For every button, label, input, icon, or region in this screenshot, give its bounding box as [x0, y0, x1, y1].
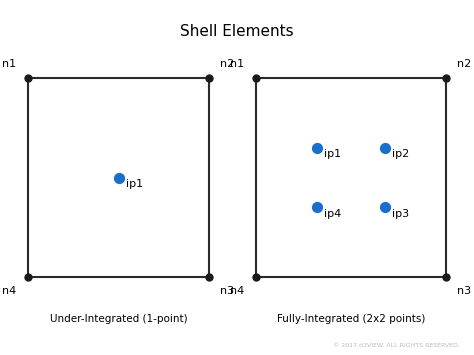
Text: n1: n1 [230, 59, 244, 69]
Point [115, 175, 122, 180]
Text: n3: n3 [220, 286, 235, 296]
Point [381, 204, 389, 210]
Text: Shell Elements: Shell Elements [180, 24, 294, 39]
Text: Fully-Integrated (2x2 points): Fully-Integrated (2x2 points) [276, 315, 425, 324]
Text: n2: n2 [220, 59, 235, 69]
Point [313, 204, 320, 210]
Text: n3: n3 [457, 286, 472, 296]
Text: n2: n2 [457, 59, 472, 69]
Text: n4: n4 [2, 286, 17, 296]
Text: ip4: ip4 [324, 209, 341, 219]
Point [313, 145, 320, 151]
Bar [28, 78, 209, 277]
Text: ip3: ip3 [392, 209, 409, 219]
Text: n1: n1 [2, 59, 17, 69]
Text: n4: n4 [230, 286, 244, 296]
Text: ip1: ip1 [126, 179, 143, 189]
Point [381, 145, 389, 151]
Text: © 2017 d3VIEW. ALL RIGHTS RESERVED.: © 2017 d3VIEW. ALL RIGHTS RESERVED. [333, 343, 460, 348]
Bar [256, 78, 446, 277]
Text: Under-Integrated (1-point): Under-Integrated (1-point) [50, 315, 187, 324]
Text: ip2: ip2 [392, 149, 409, 159]
Text: ip1: ip1 [324, 149, 341, 159]
